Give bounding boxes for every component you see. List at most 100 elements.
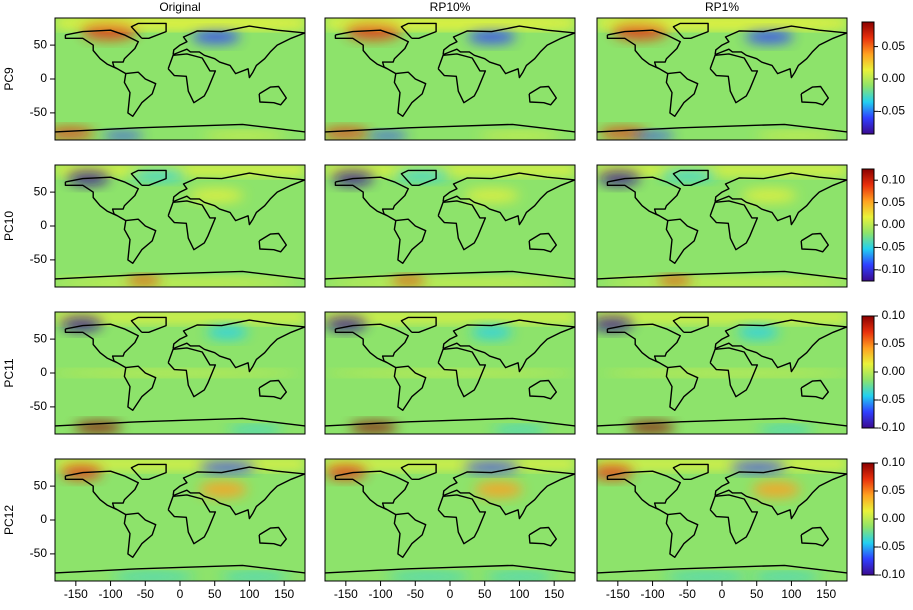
anomaly-blob <box>755 132 839 140</box>
map-panel <box>325 312 575 434</box>
coastline <box>437 200 487 251</box>
anomaly-blob <box>751 573 821 581</box>
panel-frame <box>596 311 848 435</box>
x-tick-label: -150 <box>334 587 358 601</box>
anomaly-blob <box>665 573 749 581</box>
colorbar-tick-label: 0.05 <box>882 39 906 53</box>
coastline <box>55 564 305 574</box>
polar-band <box>597 312 847 322</box>
coastline <box>528 85 557 106</box>
coastline <box>400 316 437 333</box>
colorbar-tick-label: 0.05 <box>882 195 906 209</box>
coastline <box>800 85 829 106</box>
colorbar-tick-label: 0.00 <box>882 71 906 85</box>
map-panel <box>55 459 305 581</box>
polar-band <box>325 165 575 175</box>
colorbar-tick-label: -0.10 <box>878 262 906 276</box>
colorbar <box>861 21 875 135</box>
coastline <box>672 316 709 333</box>
panel-frame <box>324 17 576 141</box>
anomaly-blob <box>597 465 634 480</box>
anomaly-blob <box>55 370 300 376</box>
coastline <box>672 169 709 186</box>
coastline <box>325 270 575 280</box>
map-panel <box>597 165 847 287</box>
x-tick-label: -50 <box>407 587 425 601</box>
map-background <box>597 459 847 581</box>
polar-band <box>597 165 847 175</box>
colorbar-tick-label: -0.05 <box>878 240 906 254</box>
x-tick-label: -150 <box>606 587 630 601</box>
anomaly-blob <box>345 23 402 40</box>
x-tick-label: -50 <box>137 587 155 601</box>
anomaly-blob <box>491 426 548 434</box>
coastline <box>172 319 305 373</box>
anomaly-blob <box>387 573 471 581</box>
anomaly-blob <box>198 481 248 498</box>
coastline <box>597 564 847 574</box>
map-panel <box>597 459 847 581</box>
coastline <box>64 470 139 516</box>
coastline <box>437 494 487 545</box>
y-tick-label: 50 <box>34 331 48 345</box>
anomaly-blob <box>474 481 523 498</box>
y-tick-label: 0 <box>40 218 47 232</box>
coastline <box>709 200 759 251</box>
x-tick-label: 0 <box>177 587 184 601</box>
anomaly-blob <box>325 370 575 376</box>
coastline <box>709 494 759 545</box>
coastline <box>400 169 437 186</box>
colorbar-tick-label: -0.10 <box>878 420 906 434</box>
column-title: RP10% <box>430 0 471 14</box>
anomaly-blob <box>325 317 367 331</box>
coastline <box>64 323 139 369</box>
coastline <box>393 365 427 411</box>
anomaly-blob <box>366 131 409 140</box>
map-panel <box>55 18 305 140</box>
coastline <box>442 319 575 373</box>
panel-frame <box>596 164 848 288</box>
anomaly-blob <box>602 370 847 376</box>
coastline <box>393 71 427 117</box>
coastline <box>334 29 409 75</box>
colorbar <box>861 168 875 282</box>
colorbar-tick-label: 0.10 <box>882 455 906 469</box>
map-background <box>325 165 575 287</box>
coastline <box>172 466 305 520</box>
coastline <box>258 85 287 106</box>
y-tick-label: 50 <box>34 37 48 51</box>
anomaly-blob <box>325 19 575 28</box>
coastline <box>123 365 157 411</box>
x-tick-label: 100 <box>239 587 259 601</box>
coastline <box>528 526 557 547</box>
anomaly-blob <box>463 461 520 473</box>
map-panel <box>597 18 847 140</box>
coastline <box>393 218 427 264</box>
coastline <box>442 25 575 79</box>
map-panel <box>597 312 847 434</box>
x-tick-label: 0 <box>447 587 454 601</box>
anomaly-blob <box>744 30 794 44</box>
x-tick-label: 150 <box>544 587 564 601</box>
anomaly-blob <box>55 278 300 287</box>
anomaly-blob <box>477 132 562 140</box>
anomaly-blob <box>758 426 814 434</box>
coastline <box>334 176 409 222</box>
y-tick-label: 0 <box>40 365 47 379</box>
anomaly-blob <box>730 461 786 473</box>
coastline <box>597 417 847 427</box>
anomaly-blob <box>227 426 283 434</box>
coastline <box>709 53 759 104</box>
panel-frame <box>324 311 576 435</box>
coastline <box>325 417 575 427</box>
coastline <box>528 379 557 400</box>
colorbar-tick-label: -0.05 <box>878 392 906 406</box>
coastline <box>258 526 287 547</box>
coastline <box>172 25 305 79</box>
anomaly-blob <box>206 325 249 340</box>
anomaly-blob <box>612 23 668 40</box>
polar-band <box>325 312 575 322</box>
y-tick-label: 0 <box>40 512 47 526</box>
coastline <box>597 270 847 280</box>
